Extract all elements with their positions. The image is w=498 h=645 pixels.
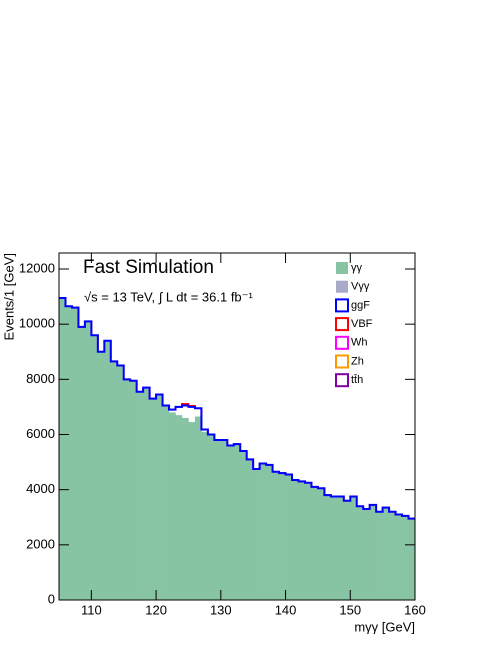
hist-bar bbox=[227, 445, 235, 600]
hist-bar bbox=[285, 474, 293, 600]
legend-swatch bbox=[336, 280, 348, 293]
legend-label: γγ bbox=[351, 262, 363, 274]
hist-bar bbox=[214, 440, 222, 600]
hist-bar bbox=[279, 473, 286, 600]
hist-bar bbox=[78, 326, 86, 600]
hist-bar bbox=[246, 459, 254, 600]
y-tick-label: 0 bbox=[48, 591, 55, 606]
hist-bar bbox=[259, 463, 267, 600]
chart-subtitle: √s = 13 TeV, ∫ L dt = 36.1 fb⁻¹ bbox=[84, 289, 254, 304]
hist-bar bbox=[97, 351, 105, 600]
legend-label: Zh bbox=[351, 355, 364, 367]
y-tick-label: 12000 bbox=[19, 260, 55, 275]
y-axis-label: Events/1 [GeV] bbox=[1, 253, 16, 340]
hist-bar bbox=[194, 416, 202, 600]
hist-bar bbox=[117, 365, 125, 600]
y-tick-label: 4000 bbox=[26, 481, 55, 496]
legend-label: ggF bbox=[351, 299, 370, 311]
y-tick-label: 8000 bbox=[26, 371, 55, 386]
legend-swatch bbox=[336, 262, 348, 274]
legend-swatch bbox=[335, 373, 349, 388]
legend-swatch bbox=[335, 335, 349, 350]
plot-frame bbox=[58, 252, 416, 601]
hist-bar bbox=[110, 361, 118, 600]
hist-bar bbox=[84, 321, 92, 600]
hist-bar bbox=[266, 464, 273, 600]
hist-bar bbox=[169, 412, 176, 600]
hist-bar bbox=[317, 488, 325, 600]
hist-bar bbox=[395, 514, 403, 600]
hist-bar bbox=[350, 496, 358, 600]
legend-swatch bbox=[335, 354, 349, 369]
hist-bar bbox=[156, 394, 163, 600]
legend-label: Vγγ bbox=[351, 281, 370, 293]
hist-bar bbox=[130, 380, 137, 600]
hist-bar bbox=[136, 391, 144, 600]
hist-bar bbox=[233, 444, 241, 600]
y-tick-label: 2000 bbox=[26, 536, 55, 551]
hist-bar bbox=[408, 518, 416, 600]
y-tick-label: 6000 bbox=[26, 426, 55, 441]
hist-bar bbox=[91, 335, 99, 600]
hist-bar bbox=[272, 471, 280, 600]
hist-bar bbox=[188, 422, 196, 600]
hist-bar bbox=[389, 511, 396, 600]
x-tick-label: 120 bbox=[145, 602, 167, 617]
hist-bar bbox=[324, 495, 332, 600]
x-axis-label: mγγ [GeV] bbox=[354, 619, 415, 634]
hist-outline bbox=[59, 296, 415, 520]
x-tick-label: 110 bbox=[81, 602, 102, 617]
hist-bar bbox=[376, 511, 383, 600]
hist-bar bbox=[402, 515, 409, 600]
legend-label: tt̄h bbox=[351, 374, 363, 386]
legend-label: VBF bbox=[351, 318, 373, 330]
hist-bar bbox=[59, 297, 66, 600]
hist-bar bbox=[123, 379, 131, 600]
hist-bar bbox=[240, 451, 248, 600]
y-tick-label: 10000 bbox=[19, 316, 55, 331]
hist-bar bbox=[330, 496, 338, 600]
hist-bar bbox=[181, 417, 189, 600]
hist-bar bbox=[201, 431, 209, 600]
hist-bar bbox=[65, 306, 73, 600]
hist-bar bbox=[382, 507, 390, 600]
hist-bar bbox=[298, 481, 306, 600]
hist-bar bbox=[304, 482, 312, 600]
hist-bar bbox=[104, 340, 112, 600]
hist-bar bbox=[175, 415, 183, 600]
hist-bar bbox=[369, 504, 377, 600]
hist-bar bbox=[162, 405, 170, 600]
x-tick-label: 150 bbox=[339, 602, 361, 617]
hist-bar bbox=[343, 500, 351, 600]
x-tick-label: 130 bbox=[210, 602, 232, 617]
hist-bar bbox=[292, 480, 299, 600]
x-tick-label: 160 bbox=[404, 602, 426, 617]
hist-bar bbox=[356, 506, 364, 600]
hist-bar bbox=[207, 434, 215, 600]
hist-bar bbox=[143, 387, 150, 600]
hist-bar bbox=[311, 486, 319, 600]
hist-bar bbox=[363, 508, 370, 600]
x-tick-label: 140 bbox=[275, 602, 297, 617]
hist-bar bbox=[220, 440, 228, 600]
hist-bar bbox=[337, 496, 345, 600]
chart-title: Fast Simulation bbox=[83, 257, 214, 278]
hist-bar bbox=[149, 398, 157, 600]
legend-label: Wh bbox=[351, 337, 368, 349]
hist-bar bbox=[71, 307, 79, 600]
hist-bar bbox=[253, 468, 260, 600]
legend-swatch bbox=[335, 317, 349, 332]
legend-swatch bbox=[335, 298, 349, 313]
